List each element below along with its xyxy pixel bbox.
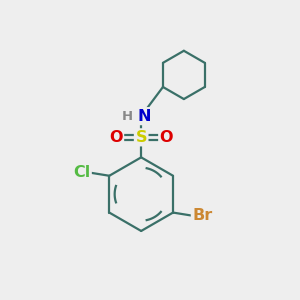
- Text: S: S: [135, 130, 147, 145]
- Text: O: O: [109, 130, 123, 145]
- Text: Br: Br: [192, 208, 213, 223]
- Text: Cl: Cl: [73, 165, 90, 180]
- Text: O: O: [160, 130, 173, 145]
- Text: N: N: [138, 109, 152, 124]
- Text: H: H: [122, 110, 133, 123]
